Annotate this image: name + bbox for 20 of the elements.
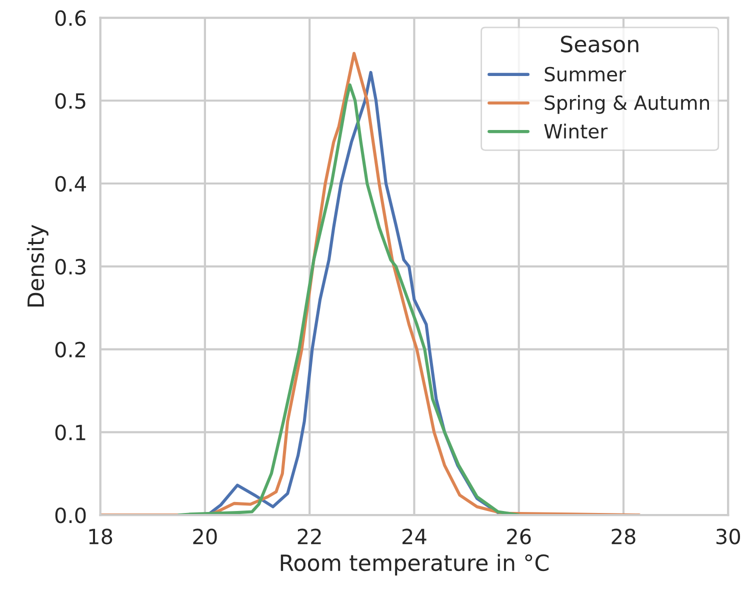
x-tick-label: 26: [507, 528, 531, 544]
y-tick-label: 0.4: [55, 176, 86, 192]
y-tick-label: 0.5: [55, 93, 86, 109]
y-tick-label: 0.3: [55, 258, 86, 275]
x-tick-label: 28: [612, 528, 636, 544]
x-axis-title: Room temperature in °C: [280, 554, 549, 576]
legend-label: Spring & Autumn: [544, 95, 709, 114]
x-tick-label: 22: [298, 528, 321, 544]
x-tick-label: 20: [193, 528, 217, 544]
y-tick-label: 0.2: [55, 342, 86, 358]
legend-label: Winter: [544, 124, 608, 139]
legend-title: Season: [561, 36, 638, 52]
x-tick-label: 18: [89, 528, 112, 544]
x-tick-label: 24: [402, 528, 426, 544]
y-axis-title: Density: [26, 224, 48, 306]
y-tick-label: 0.1: [55, 424, 86, 440]
y-tick-label: 0.0: [55, 507, 86, 524]
x-tick-label: 30: [716, 528, 740, 544]
legend-label: Summer: [544, 66, 626, 82]
y-tick-label: 0.6: [55, 10, 86, 26]
